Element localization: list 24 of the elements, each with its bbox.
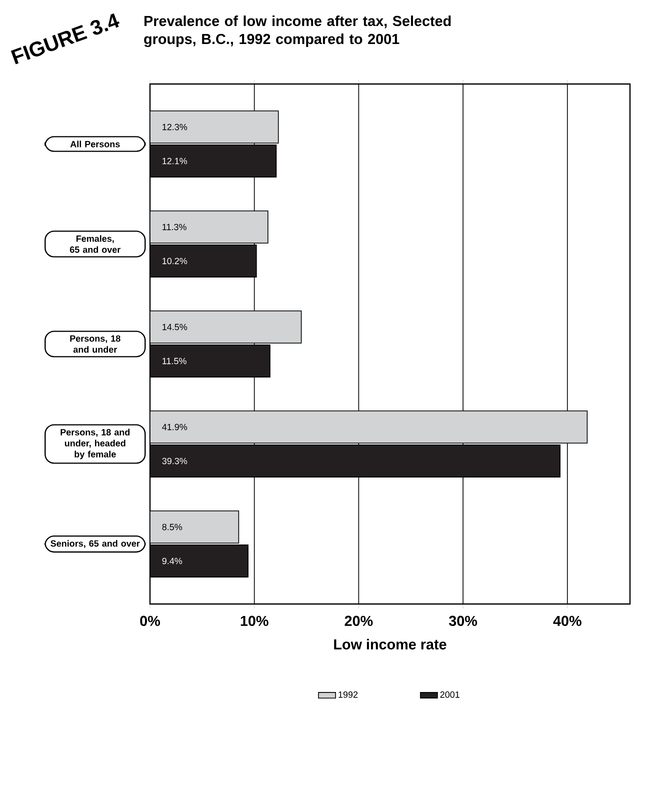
- y-tick-label: Seniors, 65 and over: [50, 540, 140, 548]
- x-tick-label: 30%: [448, 616, 478, 626]
- y-tick-label: All Persons: [70, 140, 120, 148]
- x-tick-label: 0%: [140, 616, 160, 626]
- data-label: 12.3%: [162, 124, 188, 130]
- data-label: 41.9%: [162, 424, 188, 430]
- chart-title: Prevalence of low income after tax, Selected groups, B.C., 1992 compared to 2001: [144, 16, 451, 48]
- data-label: 14.5%: [162, 324, 188, 330]
- legend-label: 2001: [440, 691, 460, 698]
- legend-label: 1992: [338, 691, 358, 698]
- data-label: 39.3%: [162, 458, 188, 464]
- x-tick-label: 40%: [553, 616, 582, 626]
- x-tick-label: 10%: [240, 616, 268, 626]
- x-axis-title: Low income rate: [334, 638, 446, 650]
- data-label: 11.5%: [162, 358, 186, 364]
- data-label: 11.3%: [162, 224, 186, 230]
- data-label: 12.1%: [162, 158, 188, 164]
- data-label: 10.2%: [162, 258, 188, 264]
- data-label: 8.5%: [162, 524, 182, 530]
- y-tick-label: Females, 65 and over: [70, 235, 120, 253]
- x-tick-label: 20%: [344, 616, 373, 626]
- y-tick-label: Persons, 18 and under: [70, 335, 120, 353]
- data-label: 9.4%: [162, 558, 182, 564]
- y-tick-label: Persons, 18 and under, headed by female: [60, 428, 130, 460]
